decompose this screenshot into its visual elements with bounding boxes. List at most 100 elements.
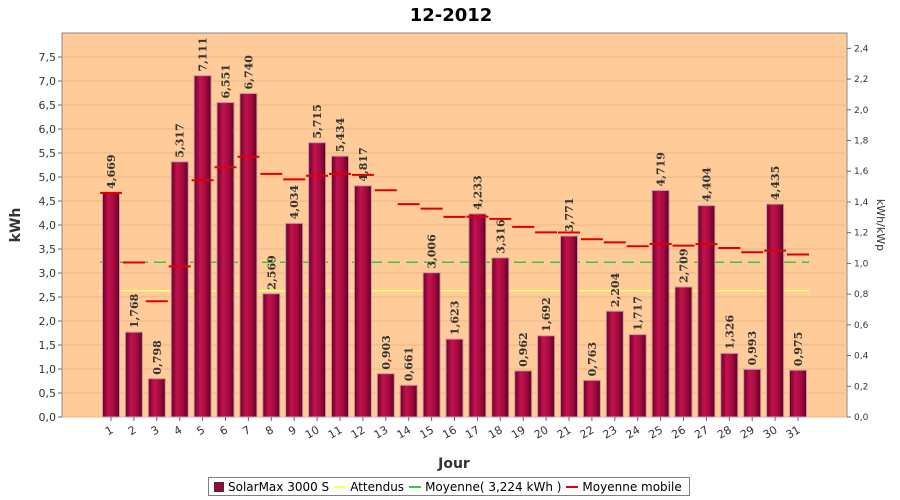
y-tick-label: 5,5 — [39, 147, 57, 160]
bar — [789, 369, 807, 418]
data-label: 5,715 — [311, 104, 324, 138]
x-tick-label: 27 — [692, 423, 711, 441]
bar — [491, 257, 510, 418]
bar — [262, 293, 281, 418]
x-tick-label: 25 — [646, 423, 665, 441]
legend-item-attendus: Attendus — [334, 480, 404, 494]
data-label: 0,661 — [403, 347, 416, 381]
bar — [308, 142, 327, 418]
data-label: 1,326 — [723, 315, 736, 350]
moving-average-series — [100, 155, 809, 303]
x-tick-label: 30 — [761, 423, 780, 441]
y-axis-left: 0,0 0,5 1,0 1,5 2,0 2,5 3,0 3,5 4,0 4,5 5,0 5,5 6,0 6… — [39, 51, 62, 424]
data-label: 3,771 — [563, 198, 576, 232]
data-label: 0,903 — [380, 335, 393, 369]
x-tick-label: 11 — [326, 423, 345, 441]
bar — [651, 189, 670, 418]
x-tick-label: 15 — [417, 423, 436, 441]
legend-label: SolarMax 3000 S — [228, 479, 330, 494]
y2-tick-label: 2,2 — [854, 75, 868, 85]
y-tick-label: 3,0 — [39, 267, 57, 280]
x-tick-label: 1 — [103, 423, 116, 438]
x-tick-label: 5 — [195, 423, 208, 438]
data-label: 4,233 — [471, 175, 484, 209]
y2-tick-label: 1,6 — [854, 167, 869, 177]
x-tick-label: 19 — [509, 423, 528, 441]
data-label: 6,740 — [242, 55, 255, 90]
x-tick-label: 22 — [578, 423, 597, 441]
x-tick-label: 7 — [240, 423, 253, 438]
x-tick-label: 12 — [349, 423, 368, 441]
bar — [331, 155, 349, 418]
x-axis: 1 2 3 4 5 6 7 8 9 10 11 12 13 14 15 16 17 18 19 20 21 22 23 24 2… — [103, 417, 803, 442]
legend-label: Moyenne mobile — [582, 479, 682, 494]
bar — [537, 335, 556, 418]
legend-swatch-mobile — [566, 485, 579, 488]
legend-item-moyenne: Moyenne( 3,224 kWh ) — [409, 480, 561, 494]
bar — [445, 338, 464, 418]
x-tick-label: 9 — [286, 423, 299, 438]
y-tick-label: 4,5 — [39, 195, 57, 208]
x-tick-label: 24 — [624, 423, 643, 441]
legend-swatch-moyenne — [409, 485, 422, 488]
y2-tick-label: 1,0 — [854, 259, 869, 269]
bar — [239, 92, 258, 418]
bar-series — [102, 75, 807, 418]
data-label: 3,006 — [426, 234, 439, 269]
bar — [605, 310, 624, 418]
data-label: 4,435 — [769, 166, 782, 200]
legend-swatch-bar — [214, 481, 224, 492]
bar — [628, 334, 647, 418]
bar — [399, 384, 418, 418]
y2-tick-label: 0,8 — [854, 290, 869, 300]
legend-swatch-attendus — [334, 485, 347, 488]
y2-tick-label: 1,2 — [854, 229, 868, 239]
bar — [170, 161, 189, 418]
x-tick-label: 13 — [372, 423, 391, 441]
x-tick-label: 2 — [126, 423, 139, 438]
x-tick-label: 28 — [715, 423, 734, 441]
y2-tick-label: 0,2 — [854, 382, 868, 392]
bar — [697, 205, 716, 418]
bar — [353, 185, 372, 418]
data-label: 7,111 — [197, 37, 210, 71]
y-tick-label: 1,5 — [39, 339, 57, 352]
bar — [766, 203, 785, 418]
data-label: 0,975 — [792, 332, 805, 366]
y-tick-label: 7,0 — [39, 75, 57, 88]
data-label: 2,204 — [609, 272, 622, 307]
data-label: 0,798 — [151, 340, 164, 375]
data-label: 2,569 — [265, 255, 278, 289]
data-label: 6,551 — [220, 64, 233, 98]
y-tick-label: 4,0 — [39, 219, 57, 232]
bar — [720, 352, 739, 418]
bar — [422, 272, 441, 418]
data-label: 1,717 — [632, 296, 645, 330]
x-tick-label: 26 — [669, 423, 688, 441]
data-label: 4,719 — [655, 152, 668, 186]
chart-title: 12-2012 — [410, 5, 493, 26]
y-tick-label: 3,5 — [39, 243, 57, 256]
grid-lines — [62, 56, 847, 418]
bar — [285, 222, 304, 418]
data-label: 5,434 — [334, 117, 347, 152]
data-label: 1,692 — [540, 297, 553, 331]
y-axis-right: 0,0 0,2 0,4 0,6 0,8 1,0 1,2 1,4 1,6 1,8 2,0 2,2 2,4 — [847, 44, 869, 423]
y2-tick-label: 2,0 — [854, 106, 869, 116]
y-tick-label: 5,0 — [39, 171, 57, 184]
data-label: 1,768 — [128, 293, 141, 328]
x-tick-label: 4 — [172, 423, 185, 438]
y2-tick-label: 0,6 — [854, 321, 869, 331]
data-label: 4,404 — [700, 167, 713, 202]
y-tick-label: 2,5 — [39, 291, 57, 304]
x-tick-label: 23 — [601, 423, 620, 441]
data-label: 4,669 — [105, 154, 118, 188]
y2-tick-label: 0,4 — [854, 352, 869, 362]
x-tick-label: 21 — [555, 423, 574, 441]
x-tick-label: 3 — [149, 423, 162, 438]
y2-tick-label: 2,4 — [854, 44, 869, 54]
data-label: 0,962 — [517, 332, 530, 366]
legend: SolarMax 3000 S Attendus Moyenne( 3,224 … — [208, 477, 690, 496]
y-axis-title: kWh — [8, 208, 24, 243]
